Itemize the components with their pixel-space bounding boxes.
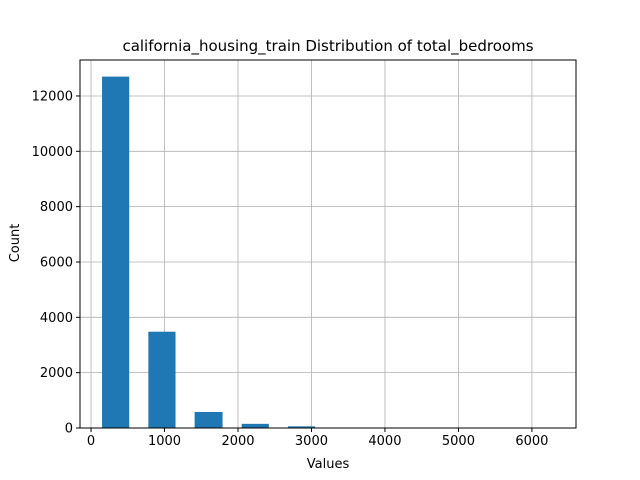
y-tick-label-2: 4000	[40, 311, 73, 326]
grid	[80, 60, 576, 429]
plot-frame	[79, 59, 577, 429]
x-axis-title: Values	[307, 457, 350, 472]
x-tick-label-2: 2000	[221, 434, 254, 449]
histogram-bar-4	[287, 426, 316, 428]
y-axis-title: Count	[8, 224, 23, 263]
y-tick-label-4: 8000	[40, 200, 73, 215]
ticks: 0 1000 2000 3000 4000 5000 6000 0 2000 4000 6000 80…	[32, 89, 549, 449]
y-tick-label-3: 6000	[40, 255, 73, 270]
x-tick-label-1: 1000	[148, 434, 181, 449]
axes	[79, 59, 577, 429]
x-tick-label-0: 0	[87, 434, 95, 449]
y-tick-label-6: 12000	[32, 89, 73, 104]
histogram-bar-3	[241, 423, 269, 428]
histogram-bar-2	[194, 411, 223, 428]
y-tick-label-5: 10000	[32, 145, 73, 160]
x-tick-label-5: 5000	[442, 434, 475, 449]
chart-title: california_housing_train Distribution of…	[122, 37, 533, 56]
histogram-bar-0	[102, 76, 130, 428]
x-tick-label-6: 6000	[515, 434, 548, 449]
x-tick-label-4: 4000	[368, 434, 401, 449]
y-tick-label-1: 2000	[40, 366, 73, 381]
x-tick-label-3: 3000	[295, 434, 328, 449]
histogram-bar-1	[148, 331, 176, 428]
y-tick-label-0: 0	[65, 422, 73, 437]
